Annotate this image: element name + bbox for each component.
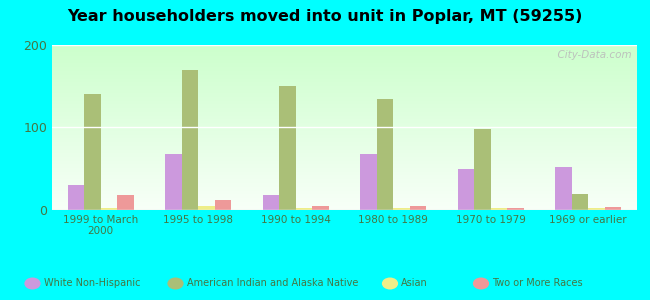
Text: Year householders moved into unit in Poplar, MT (59255): Year householders moved into unit in Pop… (68, 9, 582, 24)
Text: Two or More Races: Two or More Races (492, 278, 582, 289)
Bar (182, 70, 198, 210)
Bar (117, 195, 134, 210)
Bar (101, 208, 117, 210)
Text: City-Data.com: City-Data.com (551, 50, 631, 60)
Bar (555, 167, 572, 210)
Bar (605, 207, 621, 210)
Text: White Non-Hispanic: White Non-Hispanic (44, 278, 140, 289)
Bar (165, 154, 182, 210)
Bar (458, 169, 474, 210)
Bar (296, 208, 312, 210)
Bar (84, 94, 101, 210)
Bar (68, 185, 84, 210)
Bar (360, 154, 377, 210)
Bar (377, 99, 393, 210)
Bar (214, 200, 231, 210)
Bar (491, 208, 507, 210)
Text: Asian: Asian (401, 278, 428, 289)
Bar (410, 206, 426, 210)
Bar (393, 208, 410, 210)
Bar (198, 206, 214, 210)
Bar (507, 208, 524, 210)
Bar (588, 208, 605, 210)
Bar (312, 206, 329, 210)
Bar (263, 195, 280, 210)
Text: American Indian and Alaska Native: American Indian and Alaska Native (187, 278, 358, 289)
Bar (572, 194, 588, 210)
Bar (474, 129, 491, 210)
Bar (280, 86, 296, 210)
